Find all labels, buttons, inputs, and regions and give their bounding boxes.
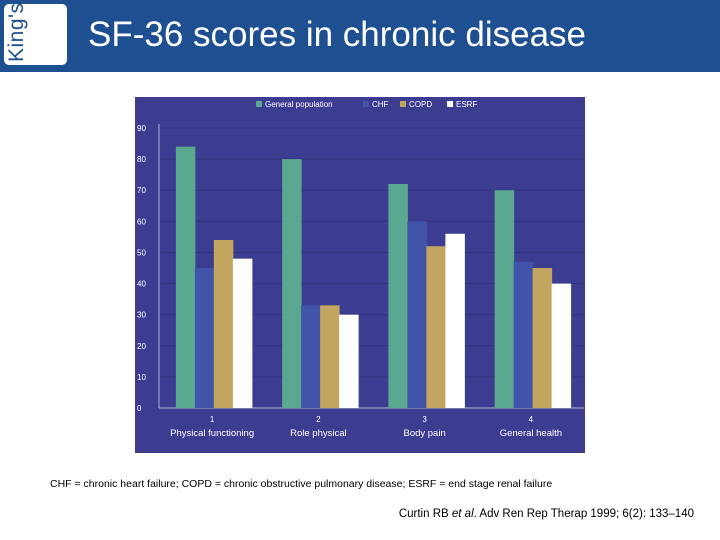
citation: Curtin RB et al. Adv Ren Rep Therap 1999…	[399, 508, 694, 520]
logo-text: King's	[5, 4, 28, 62]
legend-label-1: CHF	[372, 100, 389, 109]
legend-swatch-0	[256, 101, 262, 107]
bar-1-2	[407, 221, 427, 408]
legend-swatch-3	[447, 101, 453, 107]
slide-title: SF-36 scores in chronic disease	[88, 15, 586, 54]
y-tick-label-20: 20	[137, 342, 146, 351]
y-tick-label-90: 90	[137, 124, 146, 133]
x-category-number-3: 4	[529, 415, 534, 424]
chart-svg: 0 10 20 30 40 50 60 70 80 90 General population CHF…	[135, 97, 585, 453]
kings-logo: King's	[4, 4, 67, 65]
y-tick-label-70: 70	[137, 186, 146, 195]
bar-chart: 0 10 20 30 40 50 60 70 80 90 General population CHF…	[135, 97, 585, 453]
bar-3-2	[445, 233, 465, 408]
x-category-label-0: Physical functioning	[170, 428, 254, 439]
bar-2-0	[213, 240, 234, 408]
bar-1-3	[513, 261, 534, 408]
y-tick-label-0: 0	[137, 404, 142, 413]
header-bar: King's SF-36 scores in chronic disease	[0, 0, 720, 72]
legend-swatch-2	[400, 101, 406, 107]
x-category-label-2: Body pain	[403, 428, 445, 439]
y-tick-label-30: 30	[137, 311, 146, 320]
y-tick-label-50: 50	[137, 248, 146, 257]
y-tick-label-40: 40	[137, 280, 146, 289]
citation-authors: Curtin RB	[398, 508, 449, 520]
x-category-label-3: General health	[500, 428, 562, 439]
x-category-number-2: 3	[422, 415, 427, 424]
x-category-number-1: 2	[316, 415, 321, 424]
y-tick-label-60: 60	[137, 217, 146, 226]
bar-0-2	[388, 184, 408, 408]
citation-rest: . Adv Ren Rep Therap 1999; 6(2): 133–140	[473, 508, 694, 520]
bar-0-3	[494, 190, 515, 408]
bar-2-2	[426, 246, 446, 408]
bar-0-1	[282, 159, 302, 408]
bar-2-1	[320, 305, 340, 408]
y-tick-label-80: 80	[137, 155, 146, 164]
legend-label-3: ESRF	[456, 100, 477, 109]
bar-3-3	[551, 283, 572, 408]
x-category-number-0: 1	[210, 415, 215, 424]
citation-etal: et al	[451, 508, 474, 520]
bar-0-0	[175, 146, 196, 408]
footnote: CHF = chronic heart failure; COPD = chro…	[50, 478, 553, 490]
legend-label-2: COPD	[409, 100, 432, 109]
legend-swatch-1	[363, 101, 369, 107]
x-category-label-1: Role physical	[290, 428, 347, 439]
legend-label-0: General population	[265, 100, 333, 109]
y-tick-label-10: 10	[137, 373, 146, 382]
bar-3-0	[232, 258, 253, 408]
bar-1-1	[301, 305, 321, 408]
bar-3-1	[339, 314, 359, 408]
bar-1-0	[194, 268, 215, 408]
bar-2-3	[532, 268, 553, 408]
